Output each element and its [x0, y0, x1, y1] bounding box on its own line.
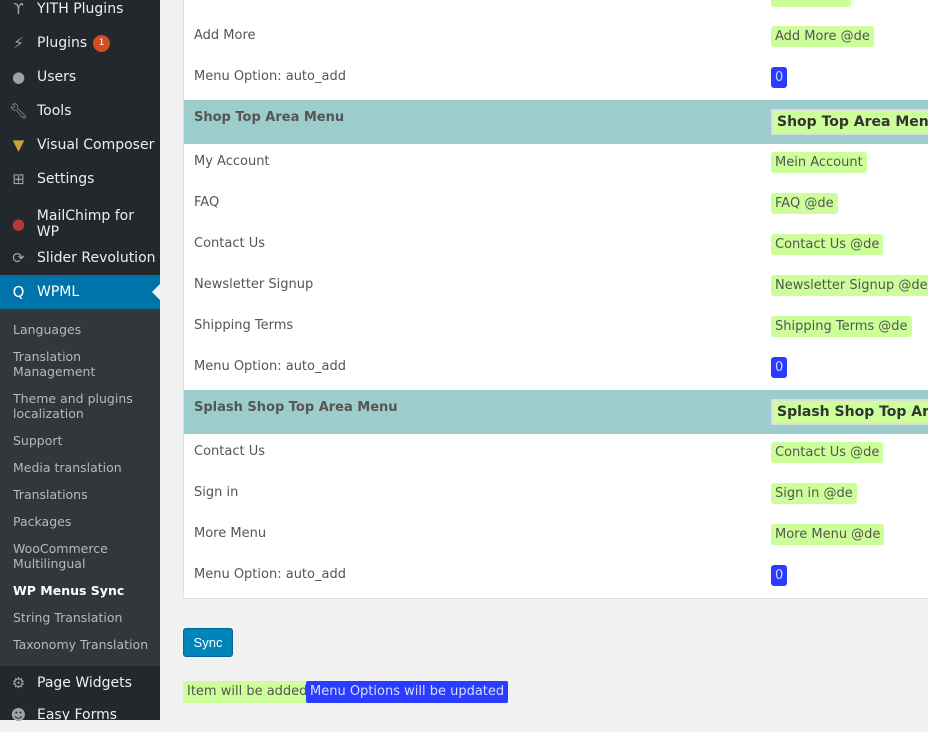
menu-header-row: Splash Shop Top Area Menu Splash Shop Top…: [184, 390, 928, 434]
menu-easy-forms[interactable]: ☻ Easy Forms: [0, 698, 160, 732]
menu-page-widgets[interactable]: ⚙ Page Widgets: [0, 666, 160, 700]
table-row: Contact Us Contact Us @de: [184, 226, 928, 267]
translation-value-badge: Mein Account: [771, 152, 867, 173]
translation-value-badge: Shop Top Area Menu -: [771, 109, 928, 135]
menu-wpml[interactable]: Q WPML: [0, 275, 160, 309]
row-label: Contact Us: [194, 444, 265, 459]
table-row: Add More Add More @de: [184, 18, 928, 59]
menu-users[interactable]: ● Users: [0, 60, 160, 94]
row-label: Menu Option: auto_add: [194, 567, 346, 582]
row-label: More Menu: [194, 526, 267, 541]
menu-tools[interactable]: 🔧︎ Tools: [0, 94, 160, 128]
row-label: Shop Top Area Menu: [194, 110, 345, 125]
row-label: Newsletter Signup: [194, 277, 314, 292]
menu-label: Users: [37, 69, 77, 85]
menu-label: Easy Forms: [37, 707, 118, 723]
menu-label: Page Widgets: [37, 675, 132, 691]
menu-label: Tools: [37, 103, 72, 119]
translation-value-badge: Contact Us @de: [771, 234, 884, 255]
wpml-icon: Q: [12, 283, 25, 301]
submenu-taxonomy-translation[interactable]: Taxonomy Translation: [13, 637, 149, 652]
row-label: Sign in: [194, 485, 239, 500]
menu-label: YITH Plugins: [37, 1, 124, 17]
submenu-string-translation[interactable]: String Translation: [13, 610, 123, 625]
table-row: Menu Option: auto_add 0: [184, 557, 928, 598]
table-row: Contact Us Contact Us @de: [184, 434, 928, 475]
menu-plugins[interactable]: ⚡ Plugins 1: [0, 26, 160, 60]
menu-label: Slider Revolution: [37, 250, 156, 266]
menu-label: MailChimp for WP: [36, 208, 134, 240]
yith-icon: ϒ: [13, 0, 24, 18]
menu-label: Plugins: [37, 35, 88, 51]
submenu-translation-management[interactable]: Translation Management: [13, 349, 96, 379]
update-count-badge: 1: [93, 34, 111, 52]
submenu-theme-plugins-localization[interactable]: Theme and plugins localization: [13, 391, 133, 421]
submenu-languages[interactable]: Languages: [13, 322, 82, 337]
row-label: Add More: [194, 28, 256, 43]
translation-value-badge: More Menu @de: [771, 524, 885, 545]
row-label: My Account: [194, 154, 270, 169]
legend-options-updated: Menu Options will be updated: [306, 681, 509, 703]
option-value-badge: 0: [771, 357, 788, 378]
table-row: [184, 0, 928, 18]
row-label: Splash Shop Top Area Menu: [194, 400, 398, 415]
table-row: My Account Mein Account: [184, 144, 928, 185]
menu-sync-table: Add More Add More @de Menu Option: auto_ad…: [183, 0, 928, 599]
row-label: FAQ: [194, 195, 220, 210]
menu-label: Settings: [37, 171, 95, 187]
row-label: Menu Option: auto_add: [194, 69, 346, 84]
submenu-wp-menus-sync[interactable]: WP Menus Sync: [13, 583, 125, 598]
menu-mailchimp[interactable]: ● MailChimp for WP: [0, 207, 160, 241]
wrench-icon: 🔧︎: [8, 102, 29, 120]
menu-header-row: Shop Top Area Menu Shop Top Area Menu -: [184, 100, 928, 144]
table-row: Shipping Terms Shipping Terms @de: [184, 308, 928, 349]
table-row: Newsletter Signup Newsletter Signup @de: [184, 267, 928, 308]
wpml-submenu: Languages Translation Management Theme a…: [0, 309, 160, 666]
menu-label: Visual Composer: [37, 137, 155, 153]
table-row: Menu Option: auto_add 0: [184, 349, 928, 390]
gear-icon: ⚙: [11, 674, 26, 692]
refresh-icon: ⟳: [12, 249, 25, 267]
translation-value-badge: Newsletter Signup @de: [771, 275, 928, 296]
legend-item-added: Item will be added: [183, 681, 312, 703]
table-row: Menu Option: auto_add 0: [184, 59, 928, 100]
admin-sidebar: ϒ YITH Plugins ⚡ Plugins 1 ● Users 🔧︎ Tools ▼…: [0, 0, 160, 724]
translation-value-badge: [771, 0, 851, 7]
row-label: Contact Us: [194, 236, 265, 251]
menu-label: WPML: [37, 284, 80, 300]
table-row: FAQ FAQ @de: [184, 185, 928, 226]
menu-slider-revolution[interactable]: ⟳ Slider Revolution: [0, 241, 160, 275]
submenu-packages[interactable]: Packages: [13, 514, 72, 529]
menu-settings[interactable]: ⊞ Settings: [0, 162, 160, 196]
submenu-translations[interactable]: Translations: [13, 487, 88, 502]
row-label: Menu Option: auto_add: [194, 359, 346, 374]
translation-value-badge: Splash Shop Top Area: [771, 399, 928, 425]
menu-visual-composer[interactable]: ▼ Visual Composer: [0, 128, 160, 162]
submenu-media-translation[interactable]: Media translation: [13, 460, 122, 475]
translation-value-badge: Sign in @de: [771, 483, 857, 504]
option-value-badge: 0: [771, 67, 788, 88]
submenu-support[interactable]: Support: [13, 433, 63, 448]
translation-value-badge: Add More @de: [771, 26, 874, 47]
translation-value-badge: Contact Us @de: [771, 442, 884, 463]
users-icon: ●: [11, 68, 26, 86]
mailchimp-icon: ●: [11, 215, 25, 233]
table-row: Sign in Sign in @de: [184, 475, 928, 516]
submenu-woocommerce-multilingual[interactable]: WooCommerce Multilingual: [13, 541, 108, 571]
row-label: Shipping Terms: [194, 318, 294, 333]
visual-composer-icon: ▼: [12, 136, 25, 154]
translation-value-badge: Shipping Terms @de: [771, 316, 912, 337]
sync-button[interactable]: Sync: [183, 628, 233, 657]
translation-value-badge: FAQ @de: [771, 193, 838, 214]
option-value-badge: 0: [771, 565, 788, 586]
table-row: More Menu More Menu @de: [184, 516, 928, 557]
menu-yith-plugins[interactable]: ϒ YITH Plugins: [0, 0, 160, 26]
settings-icon: ⊞: [12, 170, 25, 188]
easy-forms-icon: ☻: [10, 706, 27, 724]
plugin-icon: ⚡: [13, 34, 24, 52]
